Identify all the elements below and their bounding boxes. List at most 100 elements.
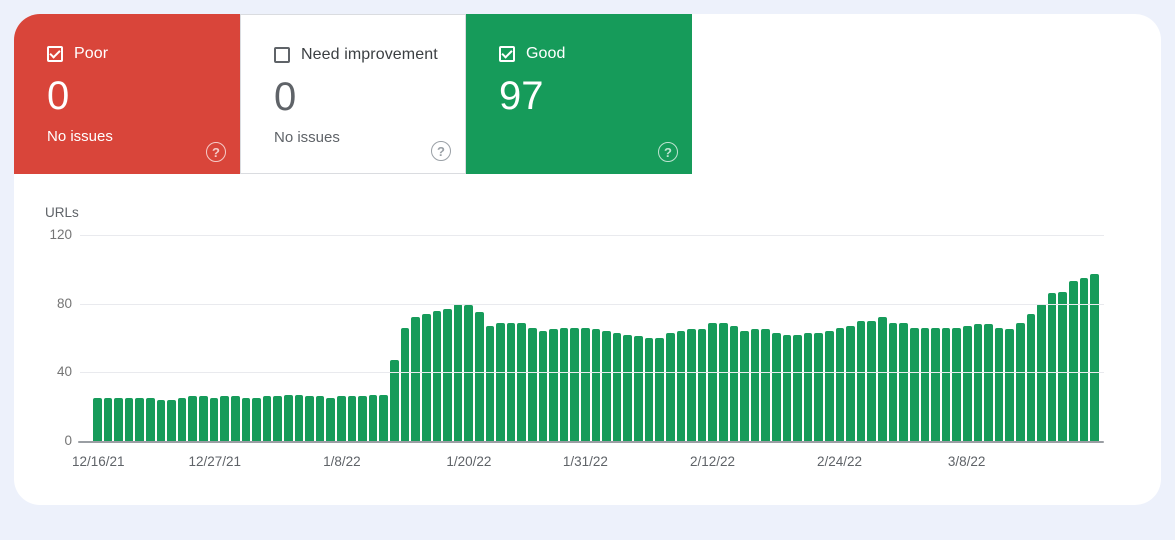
chart-bar[interactable] — [644, 338, 654, 441]
chart-bar[interactable] — [177, 398, 187, 441]
chart-bar[interactable] — [729, 325, 739, 441]
chart-bar[interactable] — [602, 331, 611, 441]
chart-bar[interactable] — [559, 327, 569, 441]
chart-bar[interactable] — [931, 327, 940, 441]
chart-bar[interactable] — [390, 360, 399, 441]
chart-bar[interactable] — [294, 394, 304, 441]
chart-bar[interactable] — [358, 396, 367, 441]
chart-bar[interactable] — [517, 322, 526, 441]
chart-bar[interactable] — [474, 312, 484, 441]
chart-bar[interactable] — [252, 398, 261, 441]
chart-bar[interactable] — [443, 308, 452, 441]
chart-bar[interactable] — [825, 331, 834, 441]
chart-bar[interactable] — [432, 310, 442, 441]
chart-bar[interactable] — [220, 396, 229, 441]
chart-bar[interactable] — [421, 313, 431, 441]
chart-bar[interactable] — [411, 317, 420, 441]
chart-bar[interactable] — [1016, 322, 1025, 441]
good-checkbox-checked-icon[interactable] — [499, 46, 515, 62]
chart-bar[interactable] — [400, 327, 410, 441]
chart-bar[interactable] — [230, 396, 240, 441]
chart-bar[interactable] — [920, 327, 930, 441]
chart-bar[interactable] — [199, 396, 208, 441]
chart-bar[interactable] — [273, 396, 282, 441]
chart-bar[interactable] — [814, 332, 824, 441]
chart-bar[interactable] — [878, 317, 887, 441]
chart-bar[interactable] — [570, 327, 580, 441]
chart-bar[interactable] — [899, 322, 908, 441]
chart-bar[interactable] — [623, 334, 633, 441]
chart-bar[interactable] — [782, 334, 792, 441]
chart-bar[interactable] — [793, 334, 802, 441]
chart-bar[interactable] — [772, 332, 781, 441]
chart-bar[interactable] — [368, 394, 378, 441]
chart-bar[interactable] — [209, 398, 219, 441]
chart-bar[interactable] — [156, 399, 166, 441]
chart-bar[interactable] — [835, 327, 845, 441]
chart-bar[interactable] — [665, 332, 675, 441]
chart-bar[interactable] — [708, 322, 717, 441]
chart-bar[interactable] — [167, 399, 176, 441]
chart-bar[interactable] — [326, 398, 336, 441]
poor-help-icon[interactable]: ? — [206, 142, 226, 162]
chart-bar[interactable] — [347, 396, 357, 441]
chart-bar[interactable] — [1069, 281, 1078, 441]
chart-bar[interactable] — [496, 322, 505, 441]
chart-bar[interactable] — [941, 327, 951, 441]
chart-bar[interactable] — [549, 329, 558, 441]
chart-bar[interactable] — [1058, 291, 1068, 441]
chart-bar[interactable] — [337, 396, 346, 441]
need-improvement-checkbox-unchecked-icon[interactable] — [274, 47, 290, 63]
chart-bar[interactable] — [262, 396, 272, 441]
good-help-icon[interactable]: ? — [658, 142, 678, 162]
chart-bar[interactable] — [1079, 277, 1089, 441]
chart-bar[interactable] — [655, 338, 664, 441]
chart-bar[interactable] — [1047, 293, 1057, 441]
chart-bar[interactable] — [315, 396, 325, 441]
chart-bar[interactable] — [994, 327, 1004, 441]
chart-bar[interactable] — [740, 331, 749, 441]
chart-bar[interactable] — [379, 394, 389, 441]
chart-bar[interactable] — [506, 322, 516, 441]
chart-bar[interactable] — [1090, 274, 1099, 441]
chart-bar[interactable] — [1026, 313, 1036, 441]
chart-bar[interactable] — [803, 332, 813, 441]
chart-bar[interactable] — [962, 325, 972, 441]
chart-bar[interactable] — [538, 331, 548, 441]
chart-bar[interactable] — [103, 398, 113, 441]
chart-bar[interactable] — [846, 325, 855, 441]
chart-bar[interactable] — [305, 396, 314, 441]
need-improvement-card[interactable]: Need improvement 0 No issues ? — [240, 14, 466, 174]
chart-bar[interactable] — [984, 324, 993, 441]
poor-checkbox-checked-icon[interactable] — [47, 46, 63, 62]
chart-bar[interactable] — [867, 320, 877, 441]
chart-bar[interactable] — [591, 329, 601, 441]
chart-bar[interactable] — [146, 398, 155, 441]
chart-bar[interactable] — [952, 327, 961, 441]
chart-bar[interactable] — [188, 396, 198, 441]
chart-bar[interactable] — [124, 398, 134, 441]
chart-bar[interactable] — [718, 322, 728, 441]
poor-card[interactable]: Poor 0 No issues ? — [14, 14, 240, 174]
chart-bar[interactable] — [283, 394, 293, 441]
chart-bar[interactable] — [687, 329, 696, 441]
chart-bar[interactable] — [750, 329, 760, 441]
chart-bar[interactable] — [527, 327, 537, 441]
chart-bar[interactable] — [135, 398, 145, 441]
chart-bar[interactable] — [888, 322, 898, 441]
chart-bar[interactable] — [485, 325, 495, 441]
good-card[interactable]: Good 97 ? — [466, 14, 692, 174]
chart-bar[interactable] — [612, 332, 622, 441]
chart-bar[interactable] — [93, 398, 102, 441]
chart-bar[interactable] — [114, 398, 123, 441]
chart-bar[interactable] — [581, 327, 590, 441]
chart-bar[interactable] — [1005, 329, 1015, 441]
chart-bar[interactable] — [241, 398, 251, 441]
chart-bar[interactable] — [697, 329, 707, 441]
chart-bar[interactable] — [634, 336, 643, 441]
need-improvement-help-icon[interactable]: ? — [431, 141, 451, 161]
chart-bar[interactable] — [973, 324, 983, 441]
chart-bar[interactable] — [676, 331, 686, 441]
chart-bar[interactable] — [761, 329, 770, 441]
chart-bar[interactable] — [856, 320, 866, 441]
